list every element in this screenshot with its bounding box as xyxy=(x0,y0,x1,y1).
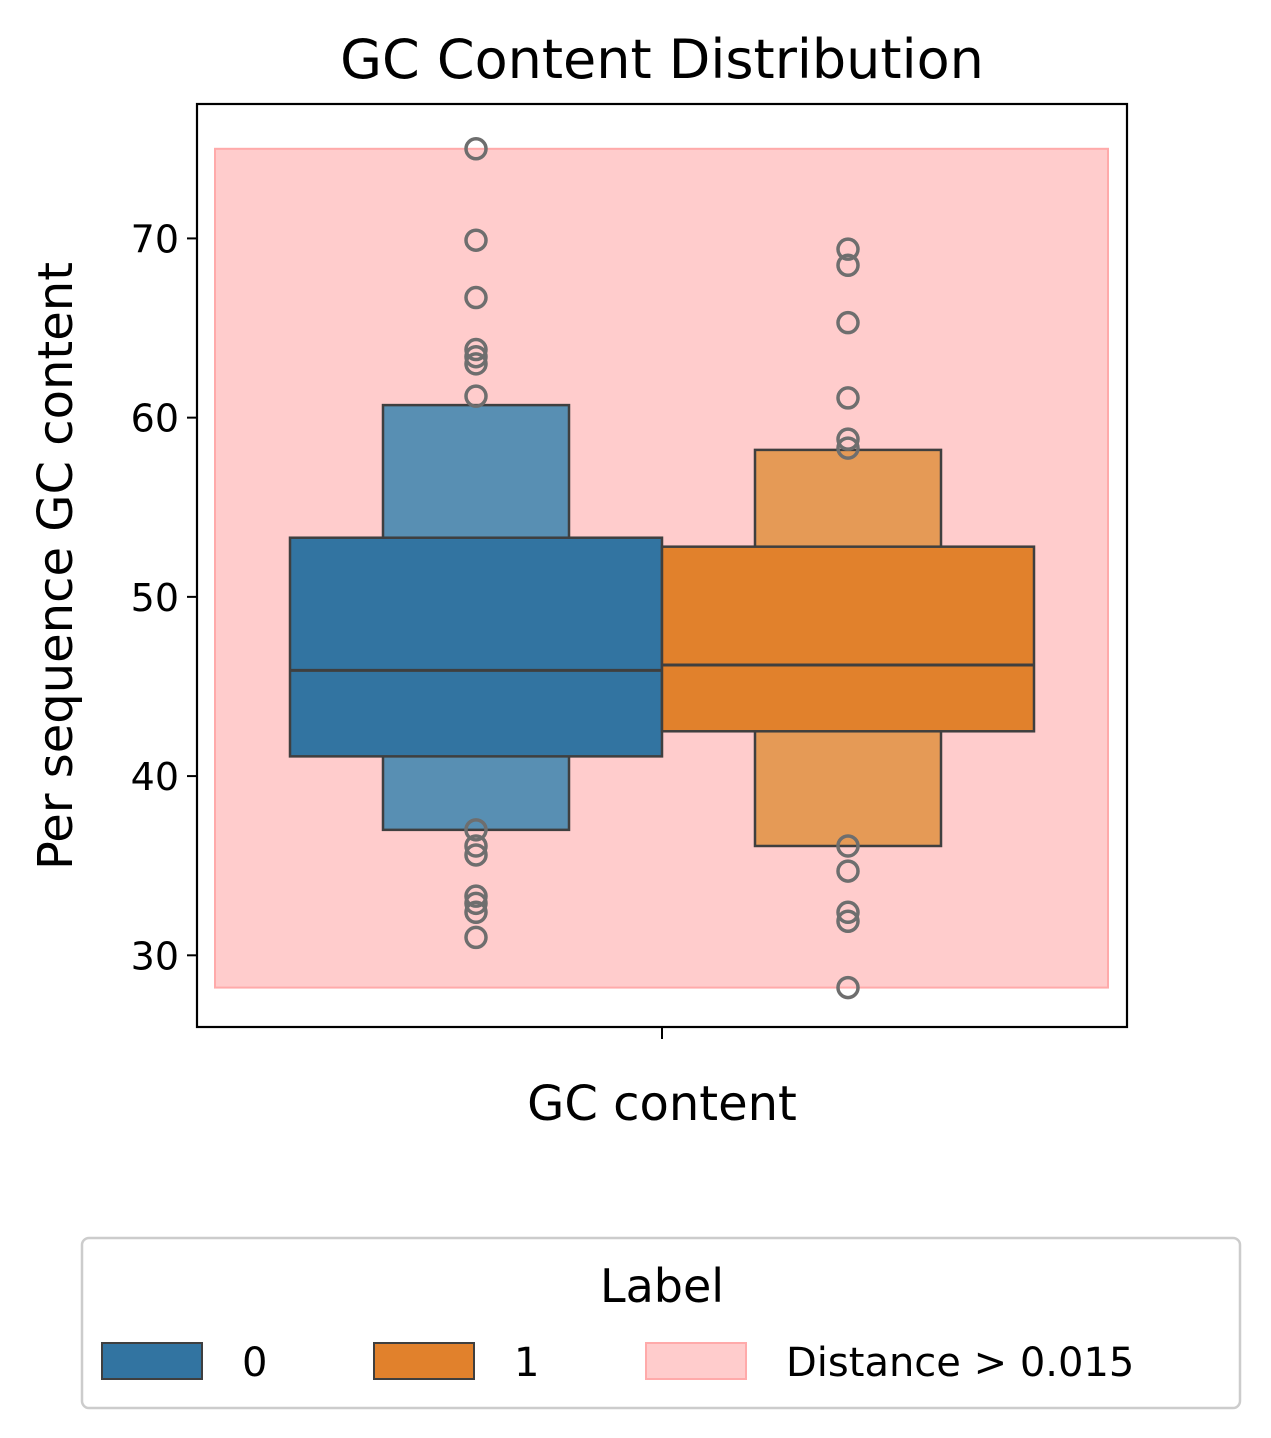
outlier-point xyxy=(836,436,860,460)
box-level-0-series-1 xyxy=(660,545,1036,733)
y-tick-label: 60 xyxy=(131,397,179,441)
outlier-point xyxy=(464,834,488,858)
y-axis-label: Per sequence GC content xyxy=(28,262,84,870)
legend-swatch-1 xyxy=(373,1342,475,1380)
y-tick-label: 30 xyxy=(131,934,179,978)
legend-label-distance: Distance > 0.015 xyxy=(786,1340,1134,1386)
outlier-point xyxy=(464,228,488,252)
outlier-point xyxy=(836,386,860,410)
outlier-point xyxy=(464,337,488,362)
outlier-point xyxy=(836,975,860,1000)
outlier-point xyxy=(836,909,860,934)
series-0 xyxy=(288,137,664,950)
legend-label-0: 0 xyxy=(242,1340,267,1386)
legend-swatch-0 xyxy=(101,1342,203,1380)
legend-frame xyxy=(80,1236,1242,1410)
outlier-point xyxy=(464,344,488,369)
outlier-point xyxy=(836,900,860,925)
outlier-point xyxy=(464,818,488,842)
legend-title: Label xyxy=(600,1259,724,1313)
outlier-point xyxy=(836,310,860,335)
outlier-point xyxy=(464,384,488,408)
outlier-point xyxy=(464,884,488,908)
outlier-point xyxy=(836,859,860,883)
legend-swatch-distance xyxy=(645,1342,747,1380)
y-axis: 30 40 50 60 70 xyxy=(131,217,197,978)
plot-area xyxy=(214,137,1109,1000)
legend-label-1: 1 xyxy=(514,1340,539,1386)
outlier-point xyxy=(464,137,488,161)
y-tick-label: 40 xyxy=(131,755,179,799)
legend: Label 0 1 Distance > 0.015 xyxy=(80,1236,1242,1410)
y-tick-label: 70 xyxy=(131,217,179,261)
box-level-0-series-0 xyxy=(288,536,664,758)
outlier-point xyxy=(464,285,488,310)
outlier-point xyxy=(464,925,488,950)
outlier-point xyxy=(464,352,488,376)
outlier-point xyxy=(836,834,860,858)
outlier-point xyxy=(836,237,860,261)
chart-title: GC Content Distribution xyxy=(340,28,984,91)
y-tick-label: 50 xyxy=(131,576,179,620)
outlier-point xyxy=(836,253,860,278)
series-1 xyxy=(660,237,1036,1000)
x-axis-label: GC content xyxy=(527,1076,797,1132)
outlier-point xyxy=(464,900,488,925)
outlier-point xyxy=(464,843,488,867)
outlier-point xyxy=(464,891,488,916)
outlier-point xyxy=(836,427,860,451)
